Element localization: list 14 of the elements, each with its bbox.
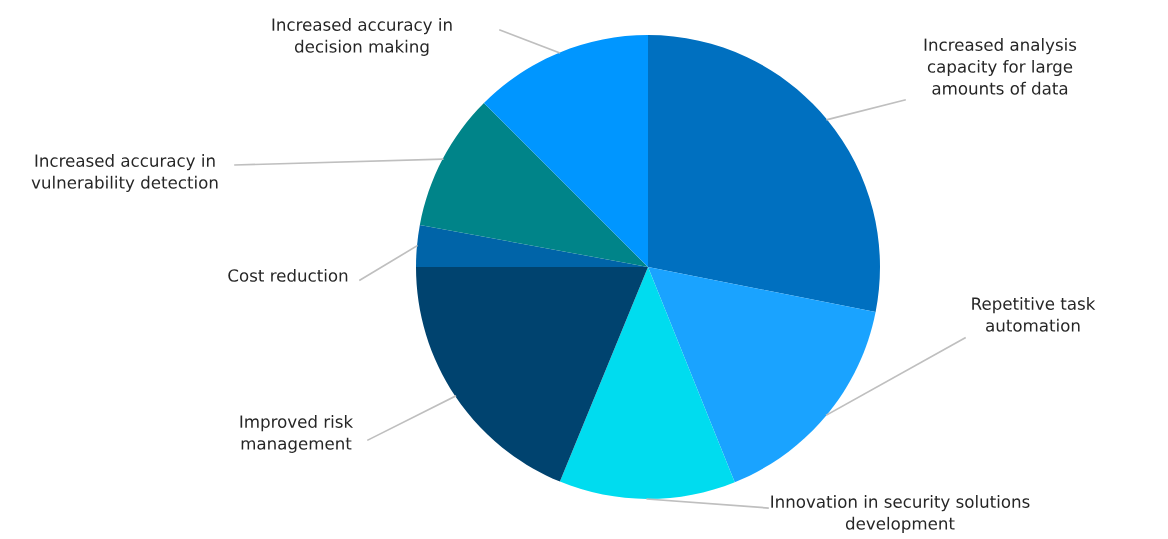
slice-label: Increased accuracy in decision making xyxy=(272,18,452,56)
slice-label: Increased accuracy in vulnerability detection xyxy=(31,154,218,192)
pie-slice xyxy=(648,267,876,483)
slice-label: Increased analysis capacity for large amounts of data xyxy=(924,38,1077,95)
slice-label: Repetitive task automation xyxy=(972,297,1096,332)
pie-slice xyxy=(416,267,648,482)
pie-slice xyxy=(419,102,648,267)
slice-label: Cost reduction xyxy=(228,268,348,282)
pie-slice xyxy=(559,267,735,499)
pie-slice xyxy=(483,35,648,267)
pie-slice xyxy=(648,35,880,312)
slice-label: Innovation in security solutions development xyxy=(771,495,1030,533)
pie-slice xyxy=(416,224,648,267)
slice-label: Improved risk management xyxy=(240,415,354,453)
